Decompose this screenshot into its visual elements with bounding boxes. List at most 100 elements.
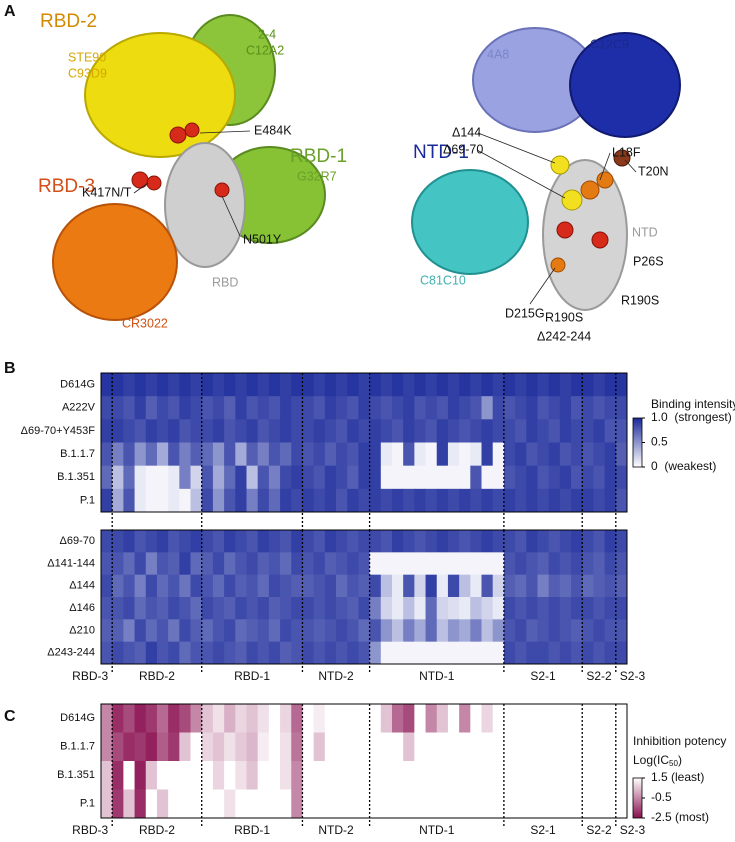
heatmap-cell <box>604 732 617 762</box>
heatmap-cell <box>481 641 494 665</box>
heatmap-cell <box>503 552 516 576</box>
heatmap-cell <box>537 761 550 790</box>
heatmap-cell <box>347 373 359 397</box>
heatmap-cell <box>425 442 438 467</box>
heatmap-cell <box>559 488 572 513</box>
heatmap-cell <box>425 704 438 733</box>
heatmap-cell <box>145 704 158 733</box>
heatmap-cell <box>391 419 404 443</box>
heatmap-cell <box>380 373 393 397</box>
heatmap-cell <box>224 442 236 467</box>
heatmap-cell <box>459 373 471 397</box>
heatmap-cell <box>380 465 393 490</box>
heatmap-cell <box>515 789 527 819</box>
heatmap-cell <box>604 488 617 513</box>
heatmap-cell <box>615 396 628 420</box>
heatmap-cell <box>246 789 259 819</box>
heatmap-cell <box>112 789 124 819</box>
heatmap-cell <box>168 442 180 467</box>
heatmap-cell <box>101 442 113 467</box>
heatmap-cell <box>481 419 494 443</box>
heatmap-cell <box>168 373 180 397</box>
heatmap-cell <box>336 704 348 733</box>
heatmap-cell <box>336 597 348 620</box>
heatmap-cell <box>492 530 505 553</box>
heatmap-cell <box>291 419 303 443</box>
heatmap-cell <box>134 732 147 762</box>
heatmap-cell <box>145 488 158 513</box>
heatmap-cell <box>145 373 158 397</box>
heatmap-cell <box>559 530 572 553</box>
heatmap-cell <box>246 761 259 790</box>
heatmap-cell <box>615 373 628 397</box>
heatmap-cell <box>212 789 225 819</box>
legend-tick-label: 0.5 <box>651 435 668 449</box>
heatmap-cell <box>190 530 203 553</box>
group-label: NTD-1 <box>419 823 455 837</box>
heatmap-cell <box>615 419 628 443</box>
heatmap-cell <box>447 732 460 762</box>
heatmap-cell <box>101 419 113 443</box>
heatmap-cell <box>280 732 292 762</box>
heatmap-cell <box>268 442 281 467</box>
label: N501Y <box>243 232 282 246</box>
heatmap-cell <box>123 597 135 620</box>
heatmap-cell <box>414 419 426 443</box>
heatmap-cell <box>268 373 281 397</box>
heatmap-cell <box>537 789 550 819</box>
heatmap-cell <box>156 732 169 762</box>
heatmap-cell <box>257 373 270 397</box>
heatmap-cell <box>403 789 415 819</box>
heatmap-cell <box>235 488 247 513</box>
heatmap-cell <box>212 732 225 762</box>
heatmap-cell <box>179 641 191 665</box>
heatmap-cell <box>212 619 225 643</box>
heatmap-cell <box>190 732 203 762</box>
heatmap-cell <box>571 761 583 790</box>
heatmap-cell <box>179 465 191 490</box>
heatmap-cell <box>246 419 259 443</box>
heatmap-cell <box>212 574 225 598</box>
label: D215G <box>505 306 545 320</box>
heatmap-cell <box>391 488 404 513</box>
label: Δ242-244 <box>537 329 591 343</box>
heatmap-cell <box>604 552 617 576</box>
heatmap-cell <box>515 574 527 598</box>
heatmap-cell <box>123 704 135 733</box>
heatmap-cell <box>235 373 247 397</box>
heatmap-cell <box>615 619 628 643</box>
heatmap-cell <box>336 530 348 553</box>
heatmap-cell <box>168 574 180 598</box>
heatmap-cell <box>470 465 482 490</box>
heatmap-cell <box>593 597 606 620</box>
heatmap-cell <box>156 488 169 513</box>
label: K417N/T <box>82 185 132 199</box>
row-label: Δ69-70 <box>60 535 95 547</box>
heatmap-cell <box>548 789 561 819</box>
heatmap-cell <box>515 442 527 467</box>
label: G32R7 <box>297 169 337 183</box>
heatmap-cell <box>168 530 180 553</box>
heatmap-cell <box>425 761 438 790</box>
heatmap-cell <box>336 574 348 598</box>
heatmap-cell <box>358 373 370 397</box>
heatmap-cell <box>336 552 348 576</box>
heatmap-cell <box>459 552 471 576</box>
heatmap-cell <box>403 619 415 643</box>
heatmap-cell <box>571 574 583 598</box>
heatmap-cell <box>391 761 404 790</box>
heatmap-cell <box>280 641 292 665</box>
heatmap-cell <box>403 552 415 576</box>
structure-rbd-complex <box>52 14 326 321</box>
heatmap-cell <box>268 641 281 665</box>
heatmap-cell <box>235 641 247 665</box>
heatmap-cell <box>246 732 259 762</box>
heatmap-cell <box>369 704 382 733</box>
heatmap-cell <box>156 373 169 397</box>
heatmap-cell <box>559 442 572 467</box>
heatmap-cell <box>470 574 482 598</box>
heatmap-cell <box>492 789 505 819</box>
heatmap-cell <box>201 619 214 643</box>
heatmap-cell <box>112 619 124 643</box>
heatmap-cell <box>414 761 426 790</box>
